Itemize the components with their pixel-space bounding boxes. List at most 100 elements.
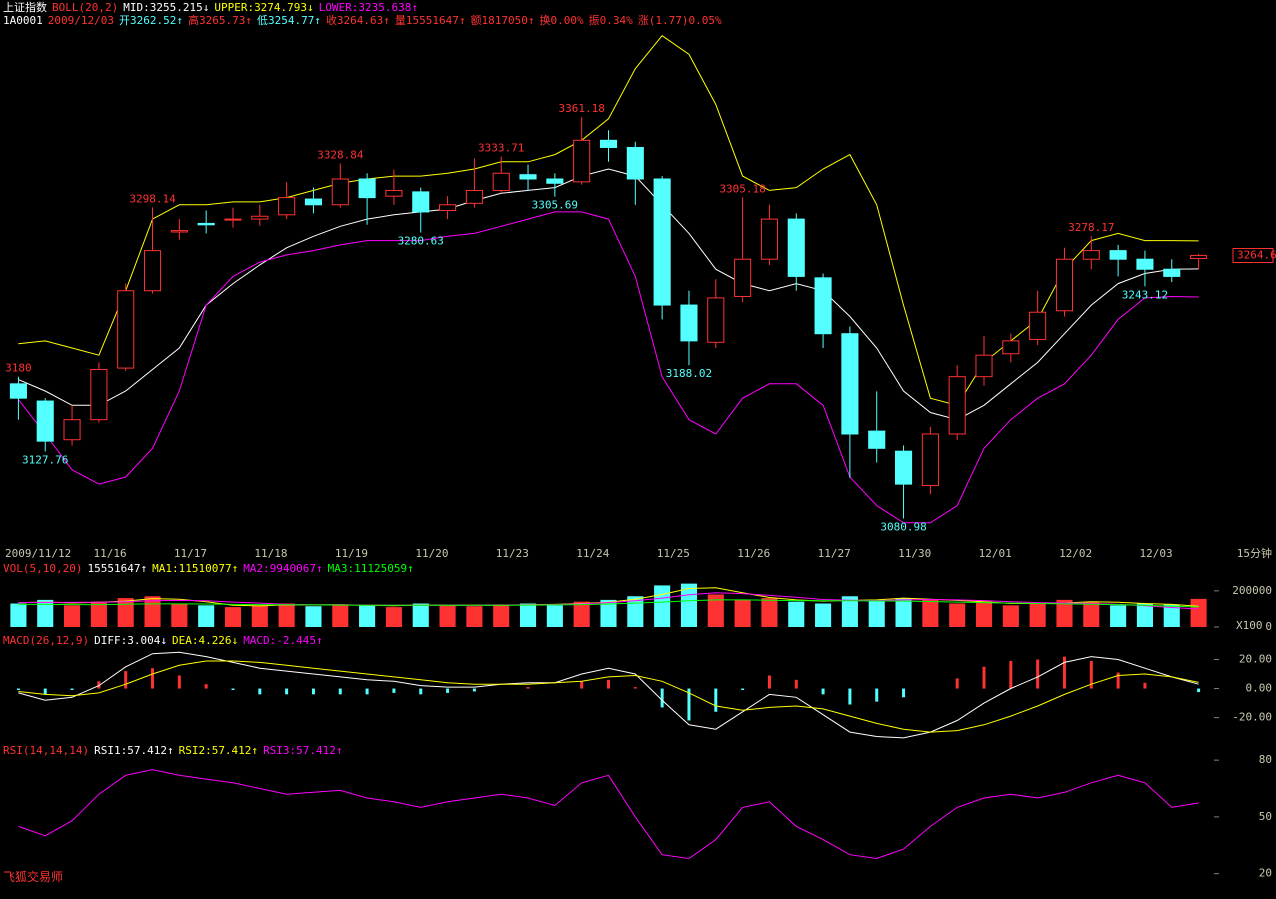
y-tick-label: -20.00 [1232, 711, 1272, 724]
volume-bar [815, 603, 832, 627]
candle-body [1163, 268, 1181, 277]
candle-body [921, 433, 939, 487]
candle-body [304, 198, 323, 206]
candle-body [841, 333, 859, 435]
candle-body [680, 304, 698, 342]
high-label: 3298.14 [129, 192, 176, 205]
info-item: MA1:11510077↑ [152, 562, 239, 575]
volume-bar [10, 603, 27, 627]
volume-bar [278, 603, 295, 627]
y-tick-label: 20 [1259, 867, 1272, 880]
indicator-info: RSI(14,14,14) RSI1:57.412↑ RSI2:57.412↑ RSI… [3, 744, 348, 757]
candle-body [170, 230, 188, 233]
candle-body [948, 376, 966, 435]
high-label: 3361.18 [558, 102, 604, 115]
indicator-line [18, 769, 1199, 860]
candle-body [975, 354, 993, 378]
indicator-info: VOL(5,10,20) 15551647↑ MA1:11510077↑ MA2:99… [3, 562, 419, 575]
info-item: RSI2:57.412↑ [178, 744, 259, 757]
info-item: RSI1:57.412↑ [94, 744, 174, 757]
low-label: 3280.63 [398, 235, 444, 248]
candle-body [626, 146, 644, 180]
low-label: 3080.98 [880, 521, 926, 534]
y-tick-label: 20.00 [1239, 653, 1272, 666]
info-item: 上证指数 [3, 1, 47, 14]
candle-body [814, 277, 832, 335]
volume-bar [1083, 601, 1100, 627]
volume-bar [412, 603, 429, 627]
volume-bar [868, 599, 885, 627]
indicator-line [18, 651, 1199, 739]
volume-bar [1190, 598, 1207, 627]
volume-bar [707, 594, 724, 627]
software-name: 飞狐交易师 [3, 870, 64, 884]
volume-bar [949, 603, 966, 627]
indicator-line [18, 211, 1199, 524]
volume-bar [1136, 603, 1153, 627]
candle-body [760, 218, 778, 260]
candle-body [599, 139, 618, 148]
volume-bar [198, 605, 215, 627]
x-tick-label: 2009/11/12 [5, 547, 71, 560]
info-item: MID:3255.215↓ [123, 1, 210, 14]
candle-body [117, 290, 135, 369]
volume-bar [573, 601, 590, 627]
info-item: 换0.00% [539, 14, 584, 27]
volume-bar [439, 605, 456, 627]
info-item: 涨(1.77)0.05% [637, 14, 722, 27]
candle-body [412, 191, 430, 213]
volume-bar [600, 599, 617, 627]
x-tick-label: 11/17 [174, 547, 207, 560]
volume-bar [332, 604, 349, 627]
info-item: DIFF:3.004↓ [94, 634, 167, 647]
candle-body [358, 178, 376, 199]
x-tick-label: 11/27 [818, 547, 851, 560]
info-item: 2009/12/03 [47, 14, 114, 27]
indicator-line [18, 35, 1199, 406]
volume-bar [654, 585, 671, 627]
volume-bar [546, 605, 563, 627]
low-label: 3243.12 [1122, 288, 1168, 301]
volume-bar [1002, 605, 1019, 627]
candle-body [868, 430, 886, 449]
x-tick-label: 12/01 [979, 547, 1012, 560]
x-tick-label: 12/03 [1140, 547, 1173, 560]
candle-body [36, 400, 54, 442]
volume-bar [734, 599, 751, 627]
high-label: 3333.71 [478, 141, 524, 154]
indicator-line [18, 599, 1199, 608]
volume-bar [37, 599, 54, 627]
y-tick-label: 50 [1259, 810, 1272, 823]
info-item: LOWER:3235.638↑ [318, 1, 419, 14]
volume-bar [359, 605, 376, 627]
x-tick-label: 12/02 [1059, 547, 1092, 560]
info-item: MA2:9940067↑ [243, 562, 323, 575]
candle-body [546, 178, 564, 184]
candle-body [787, 218, 805, 277]
candle-body [9, 383, 27, 399]
info-line: 1A0001 2009/12/03 开3262.52↑ 高3265.73↑ 低3254.… [3, 14, 727, 27]
candle-body [439, 204, 457, 212]
info-item: DEA:4.226↓ [171, 634, 239, 647]
x-tick-label: 11/24 [576, 547, 609, 560]
info-item: MA3:11125059↑ [327, 562, 414, 575]
info-item: 1A0001 [3, 14, 43, 27]
low-label: 3127.76 [22, 454, 68, 467]
volume-bar [385, 607, 402, 627]
high-label: 3180 [5, 362, 32, 375]
volume-bar [90, 601, 107, 627]
volume-bar [922, 599, 939, 627]
candle-body [1136, 258, 1154, 270]
x-tick-label: 11/26 [737, 547, 770, 560]
candle-body [894, 450, 913, 485]
info-item: RSI3:57.412↑ [263, 744, 343, 757]
info-item: RSI(14,14,14) [3, 744, 90, 757]
high-label: 3328.84 [317, 148, 364, 161]
indicator-line [18, 592, 1199, 610]
info-item: 振0.34% [588, 14, 633, 27]
volume-bar [1110, 605, 1127, 627]
volume-bar [466, 606, 483, 627]
candle-body [385, 189, 403, 197]
volume-bar [761, 598, 778, 627]
